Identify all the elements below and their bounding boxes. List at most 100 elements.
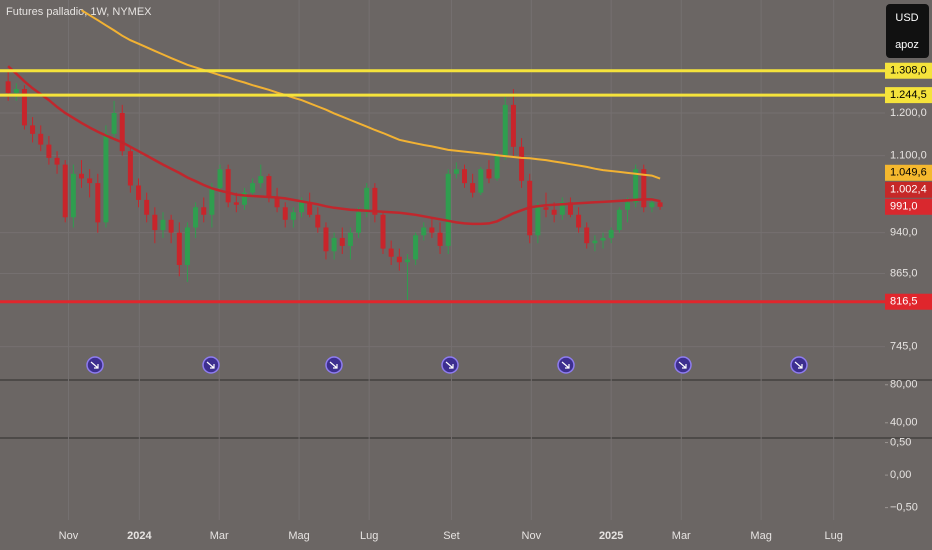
candle-body (388, 248, 394, 257)
y-tick-label: 940,0 (890, 227, 918, 239)
candle-body (176, 232, 182, 266)
level-label: 1.308,0 (890, 65, 927, 77)
x-tick-label: Mar (210, 530, 229, 542)
candle-body (21, 89, 27, 126)
candle-body (519, 146, 525, 181)
last-value-tag (885, 198, 932, 215)
candle-body (364, 187, 370, 213)
candle-body (339, 237, 345, 246)
candle-body (633, 169, 639, 203)
level-tag (885, 293, 932, 310)
candle-body (421, 227, 427, 236)
candle-body (576, 214, 582, 228)
y-tick-label: −0,50 (890, 502, 918, 514)
candle-body (209, 187, 215, 215)
candle-body (600, 237, 606, 241)
candle-body (413, 235, 419, 260)
x-tick-label: Lug (360, 530, 378, 542)
candle-body (250, 183, 256, 193)
candle-body (144, 199, 150, 215)
candle-body (502, 104, 508, 156)
candle-body (111, 112, 117, 134)
currency-button[interactable] (886, 4, 929, 58)
candle-body (380, 214, 386, 249)
candle-body (347, 232, 353, 246)
candle-body (70, 173, 76, 218)
last-value-tag (885, 181, 932, 198)
candle-body (103, 133, 109, 223)
candle-body (470, 183, 476, 193)
candle-body (535, 207, 541, 236)
candle-body (510, 104, 516, 147)
y-tick-label: 865,0 (890, 267, 918, 279)
candle-body (119, 112, 125, 152)
moving-average (80, 9, 661, 180)
candle-body (78, 173, 84, 179)
candle-body (127, 151, 133, 186)
candle-body (396, 256, 402, 263)
y-tick-label: 80,00 (890, 379, 918, 391)
candle-body (258, 176, 264, 184)
candle-body (453, 169, 459, 174)
candle-body (290, 212, 296, 220)
event-icon-glyph (445, 361, 454, 369)
y-tick-label: 40,00 (890, 417, 918, 429)
x-tick-label: Mag (288, 530, 309, 542)
candle-body (323, 227, 329, 252)
candle-body (608, 230, 614, 238)
candle-body (551, 209, 557, 215)
candle-body (46, 144, 52, 158)
moving-average (7, 65, 661, 226)
level-label: 1.244,5 (890, 89, 927, 101)
event-icon-glyph (794, 361, 803, 369)
candle-body (30, 125, 36, 134)
candle-body (13, 89, 19, 93)
candle-body (315, 214, 321, 228)
event-icon-glyph (329, 361, 338, 369)
candle-body (486, 169, 492, 179)
y-tick-label: 0,00 (890, 469, 911, 481)
candle-body (5, 81, 11, 93)
candle-body (95, 183, 101, 223)
candle-body (616, 209, 622, 231)
candle-body (494, 155, 500, 179)
candle-body (38, 133, 44, 145)
x-tick-label: Nov (522, 530, 542, 542)
x-tick-label: Mar (672, 530, 691, 542)
candle-body (87, 178, 93, 184)
candle-body (404, 259, 410, 263)
candle-body (62, 164, 68, 218)
candle-body (559, 202, 565, 215)
x-tick-label: Set (443, 530, 460, 542)
candle-body (233, 202, 239, 205)
candle-body (160, 219, 166, 231)
event-icon-glyph (90, 361, 99, 369)
candle-body (543, 207, 549, 210)
x-tick-label: 2024 (127, 530, 152, 542)
candle-body (152, 214, 158, 231)
candle-body (478, 169, 484, 193)
candle-body (649, 202, 655, 208)
candle-body (445, 173, 451, 246)
candle-body (266, 176, 272, 198)
candle-body (282, 207, 288, 220)
candle-body (641, 169, 647, 208)
unit[interactable]: apoz (895, 39, 919, 51)
currency[interactable]: USD (895, 12, 918, 24)
candle-body (54, 157, 60, 165)
candle-body (356, 212, 362, 233)
y-tick-label: 1.100,0 (890, 150, 927, 162)
candle-body (429, 227, 435, 233)
last-value-label: 1.049,6 (890, 167, 927, 179)
candle-body (307, 202, 313, 215)
x-tick-label: 2025 (599, 530, 623, 542)
candle-body (217, 169, 223, 188)
candle-body (168, 219, 174, 233)
candle-body (299, 202, 305, 213)
candle-body (372, 187, 378, 215)
y-tick-label: 0,50 (890, 436, 911, 448)
candle-body (592, 240, 598, 244)
